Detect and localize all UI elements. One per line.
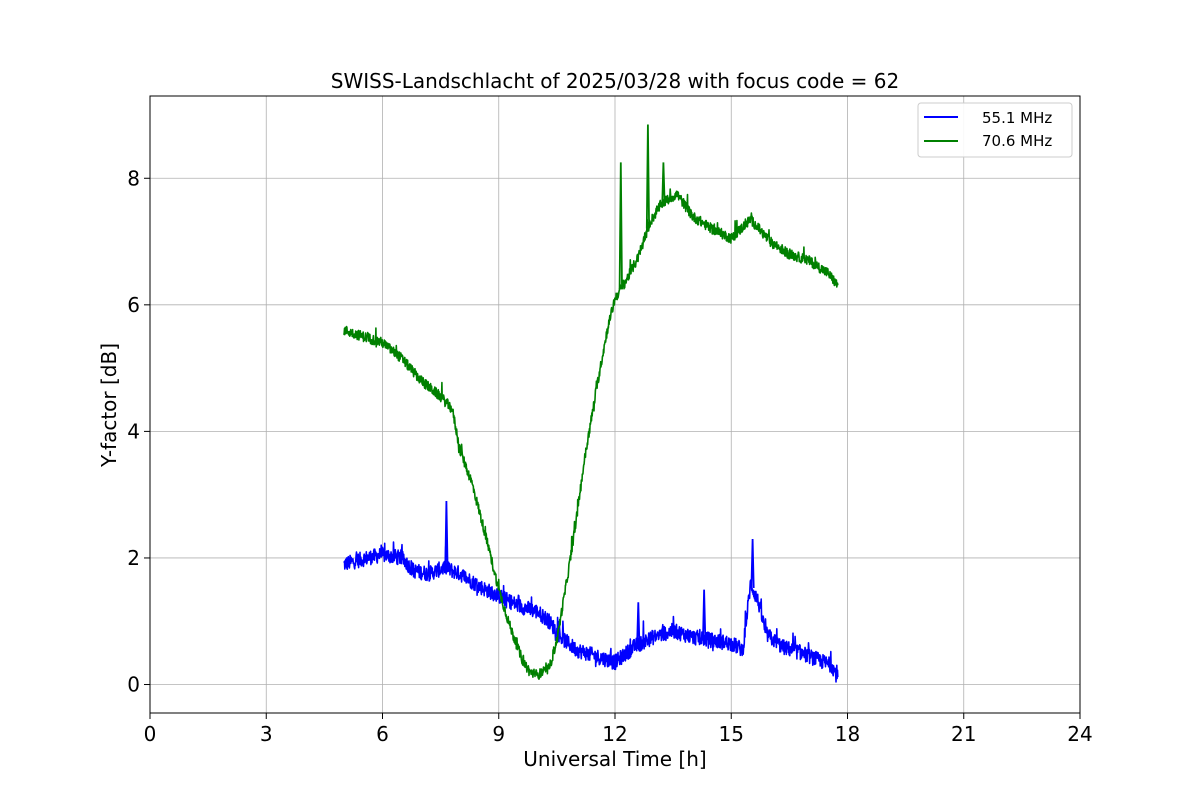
x-tick-label: 15 (719, 722, 744, 746)
y-axis-label: Y-factor [dB] (97, 343, 121, 468)
series-1-spike-2 (661, 162, 666, 203)
x-tick-label: 12 (602, 722, 627, 746)
x-tick-label: 3 (260, 722, 273, 746)
series-line-1 (343, 188, 839, 680)
series-layer (343, 124, 839, 683)
x-tick-label: 9 (492, 722, 505, 746)
legend: 55.1 MHz 70.6 MHz (917, 102, 1073, 158)
x-axis-label: Universal Time [h] (523, 747, 706, 771)
series-0-spike-2 (702, 589, 707, 640)
series-0-spike-0 (444, 500, 449, 569)
x-tick-label: 6 (376, 722, 389, 746)
y-tick-label: 2 (127, 546, 140, 570)
y-tick-label: 0 (127, 673, 140, 697)
series-0-spike-1 (750, 538, 755, 589)
legend-label-1: 70.6 MHz (982, 132, 1052, 150)
series-0-spike-3 (636, 602, 641, 645)
y-tick-label: 4 (127, 419, 140, 443)
x-tick-label: 0 (144, 722, 157, 746)
y-tick-label: 6 (127, 293, 140, 317)
x-tick-label: 24 (1067, 722, 1092, 746)
x-tick-label: 21 (951, 722, 976, 746)
series-1-spike-0 (618, 162, 623, 290)
chart-title: SWISS-Landschlacht of 2025/03/28 with fo… (331, 69, 899, 93)
y-tick-label: 8 (127, 166, 140, 190)
x-tick-label: 18 (835, 722, 860, 746)
series-1-spike-1 (645, 124, 650, 229)
legend-label-0: 55.1 MHz (982, 109, 1052, 127)
series-line-0 (343, 541, 839, 683)
